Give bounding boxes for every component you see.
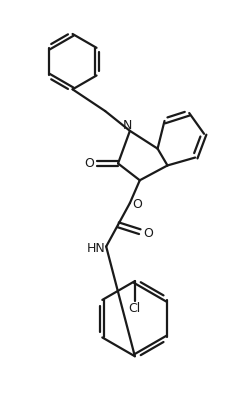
Text: O: O <box>143 227 153 240</box>
Text: HN: HN <box>87 242 106 255</box>
Text: N: N <box>123 119 133 133</box>
Text: O: O <box>84 157 94 170</box>
Text: Cl: Cl <box>129 302 141 315</box>
Text: O: O <box>132 198 142 211</box>
